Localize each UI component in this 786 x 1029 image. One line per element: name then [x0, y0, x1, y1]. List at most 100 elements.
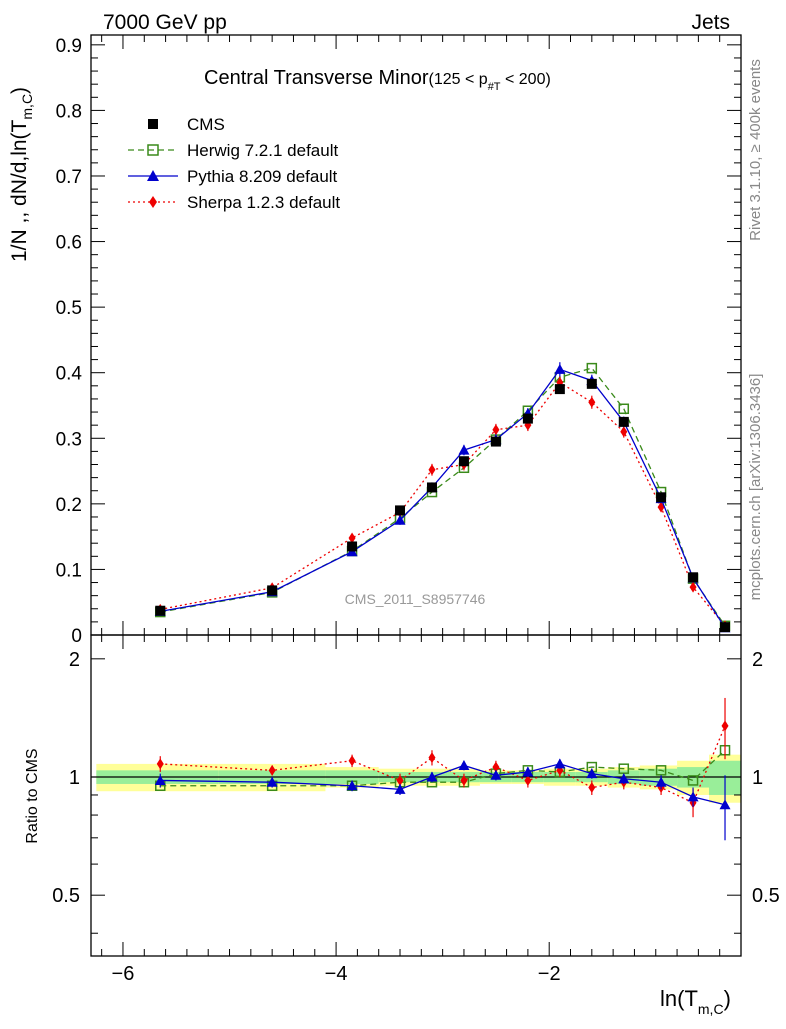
legend-cms-label: CMS	[187, 115, 225, 134]
sherpa-line	[160, 381, 726, 627]
herwig-marker	[147, 144, 159, 156]
sherpa-marker	[396, 774, 404, 786]
sherpa-ratio-line	[160, 725, 726, 804]
sherpa-marker	[460, 774, 468, 786]
sherpa-marker	[588, 782, 596, 794]
sherpa-marker	[428, 752, 436, 764]
herwig-ratio-line	[160, 749, 726, 787]
chart-title-range: (125 < p	[429, 71, 488, 88]
legend: CMS Herwig 7.2.1 default Pythia 8.209 defa…	[128, 115, 340, 212]
sherpa-marker	[156, 758, 164, 770]
ratio-frame	[90, 634, 742, 957]
ratio-tick-label-left: 1	[69, 767, 80, 789]
axes: −6 −4 −2 0 0.1 0.2 0.3 0.4 0.5 0.6 0.7 0.8 0.9 0.5 0.5…	[52, 34, 780, 985]
sherpa-marker	[268, 764, 276, 776]
cms-marker	[395, 505, 406, 516]
pythia-marker	[655, 776, 667, 787]
pythia-marker	[490, 769, 502, 780]
y-tick-label: 0.3	[56, 429, 82, 450]
x-axis-label-end: )	[724, 986, 731, 1011]
sherpa-marker	[588, 396, 596, 408]
cms-marker	[586, 378, 597, 389]
pythia-marker	[458, 444, 470, 455]
herwig-marker	[618, 403, 630, 415]
y-axis-label: 1/N ,, dN/d,ln(Tm,C)	[8, 87, 35, 262]
cms-marker	[148, 119, 158, 129]
pythia-marker	[147, 170, 159, 181]
y-tick-label: 0.6	[56, 233, 82, 254]
side-label-top: Rivet 3.1.10, ≥ 400k events	[747, 59, 764, 241]
pythia-marker	[554, 363, 566, 374]
pythia-marker	[394, 783, 406, 794]
legend-herwig-label: Herwig 7.2.1 default	[187, 141, 338, 160]
cms-marker	[490, 436, 501, 447]
pythia-marker	[458, 759, 470, 770]
chart-title: Central Transverse Minor(125 < p#T < 200…	[204, 67, 551, 93]
cms-marker	[426, 482, 437, 493]
x-axis-label-sub: m,C	[698, 1001, 724, 1017]
pythia-marker	[554, 758, 566, 769]
herwig-marker	[687, 775, 699, 786]
ratio-tick-label-left: 0.5	[52, 885, 80, 907]
legend-pythia-label: Pythia 8.209 default	[187, 167, 338, 186]
chart-title-range-sub: #T	[488, 81, 501, 93]
sherpa-marker	[348, 532, 356, 544]
watermark: CMS_2011_S8957746	[345, 591, 486, 607]
cms-marker	[618, 416, 629, 427]
x-axis-label-main: ln(T	[660, 986, 698, 1011]
sherpa-marker	[428, 464, 436, 476]
pythia-marker	[719, 799, 731, 810]
y-tick-label: 0.4	[56, 364, 83, 385]
y-tick-label: 0	[71, 626, 82, 647]
herwig-marker	[618, 763, 630, 774]
x-tick-label: −4	[325, 963, 348, 985]
cms-marker	[155, 605, 166, 616]
y-tick-label: 0.1	[56, 560, 82, 581]
sherpa-marker	[689, 581, 697, 593]
ratio-tick-label-right: 0.5	[752, 885, 780, 907]
pythia-marker	[426, 771, 438, 782]
chart-title-range-end: < 200)	[501, 71, 551, 88]
sherpa-marker	[620, 426, 628, 438]
cms-marker	[688, 572, 699, 583]
sherpa-marker	[492, 424, 500, 436]
pythia-marker	[394, 514, 406, 525]
cms-marker	[554, 384, 565, 395]
cms-marker	[522, 413, 533, 424]
x-axis-label: ln(Tm,C)	[660, 986, 731, 1017]
y-tick-label: 0.2	[56, 495, 82, 516]
sherpa-marker	[492, 761, 500, 773]
x-tick-label: −2	[538, 963, 561, 985]
chart-title-main: Central Transverse Minor	[204, 67, 429, 89]
sherpa-marker	[348, 755, 356, 767]
pythia-marker	[586, 768, 598, 779]
pythia-line	[160, 368, 726, 629]
pythia-marker	[522, 766, 534, 777]
header-right: Jets	[691, 11, 730, 34]
cms-marker	[458, 456, 469, 467]
ratio-tick-label-left: 2	[69, 649, 80, 671]
pythia-marker	[618, 773, 630, 784]
cms-marker	[656, 492, 667, 503]
pythia-marker	[687, 791, 699, 802]
y-tick-label: 0.7	[56, 167, 82, 188]
ratio-axis-label: Ratio to CMS	[24, 748, 41, 843]
sherpa-marker	[149, 196, 157, 208]
legend-sherpa-label: Sherpa 1.2.3 default	[187, 193, 340, 212]
pythia-marker	[346, 780, 358, 791]
ratio-plot-marks	[154, 697, 731, 841]
cms-marker	[720, 622, 731, 633]
y-axis-label-end: )	[8, 87, 31, 94]
herwig-line	[160, 367, 726, 627]
cms-marker	[347, 541, 358, 552]
cms-marker	[267, 585, 278, 596]
ratio-tick-label-right: 1	[752, 767, 763, 789]
y-tick-label: 0.5	[56, 298, 82, 319]
header-left: 7000 GeV pp	[103, 11, 227, 34]
herwig-marker	[655, 765, 667, 776]
sherpa-marker	[524, 774, 532, 786]
ratio-tick-label-right: 2	[752, 649, 763, 671]
herwig-marker	[586, 362, 598, 374]
